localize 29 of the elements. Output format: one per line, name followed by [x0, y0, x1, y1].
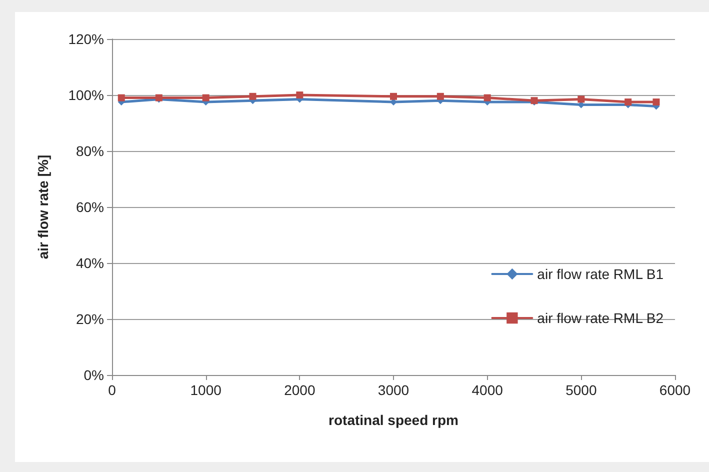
x-tick-label: 2000 — [284, 382, 316, 398]
x-axis-title: rotatinal speed rpm — [328, 412, 458, 428]
point — [484, 94, 491, 102]
point — [578, 96, 585, 103]
point — [390, 98, 397, 106]
x-tick-label: 6000 — [659, 382, 691, 398]
y-tick-label: 100% — [68, 87, 104, 103]
point — [296, 92, 304, 98]
x-tick-label: 1000 — [190, 382, 222, 398]
x-tick-label: 5000 — [566, 382, 597, 398]
point — [249, 92, 256, 100]
legend-label: air flow rate RML B1 — [537, 266, 664, 282]
y-tick-label: 80% — [76, 143, 104, 159]
y-tick-label: 120% — [68, 31, 104, 47]
y-tick-label: 40% — [76, 255, 104, 271]
point — [390, 92, 397, 100]
y-axis-title: air flow rate [%] — [35, 154, 51, 260]
point — [118, 94, 125, 102]
y-tick-label: 0% — [84, 367, 104, 383]
point — [624, 98, 632, 106]
y-tick-label: 20% — [76, 311, 104, 327]
x-tick-label: 0 — [108, 382, 116, 398]
point — [436, 92, 444, 100]
legend-label: air flow rate RML B2 — [537, 310, 664, 326]
point — [202, 94, 210, 102]
x-tick-label: 4000 — [472, 382, 504, 398]
point — [652, 98, 660, 106]
x-tick-label: 3000 — [378, 382, 410, 398]
y-tick-label: 60% — [76, 199, 104, 215]
